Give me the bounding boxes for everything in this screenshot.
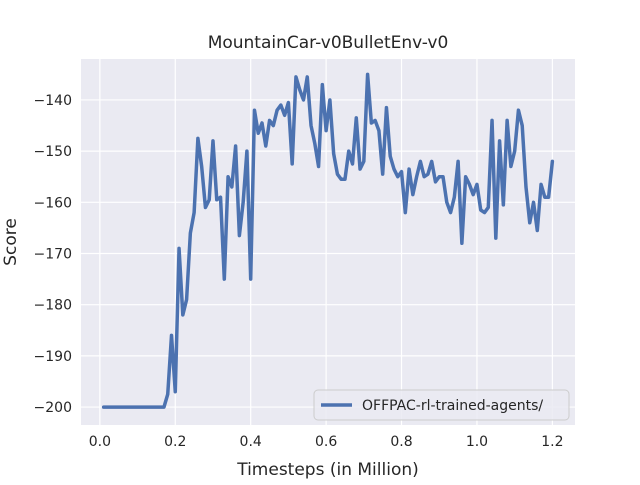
x-tick-label: 1.2 xyxy=(541,434,563,450)
y-tick-label: −160 xyxy=(34,195,72,211)
y-axis-label: Score xyxy=(1,218,21,266)
x-tick-label: 0.2 xyxy=(164,434,186,450)
series-line xyxy=(101,72,555,409)
x-axis-label: Timesteps (in Million) xyxy=(236,460,419,480)
legend-label: OFFPAC-rl-trained-agents/ xyxy=(362,398,543,414)
chart-title: MountainCar-v0BulletEnv-v0 xyxy=(208,33,449,53)
y-tick-label: −180 xyxy=(34,298,72,314)
legend: OFFPAC-rl-trained-agents/ xyxy=(313,389,570,421)
y-tick-label: −150 xyxy=(34,144,72,160)
y-tick-label: −190 xyxy=(34,349,72,365)
x-tick-label: 0.4 xyxy=(240,434,262,450)
x-tick-label: 0.0 xyxy=(89,434,111,450)
y-tick-label: −200 xyxy=(34,400,72,416)
y-tick-label: −140 xyxy=(34,93,72,109)
series-layer xyxy=(101,72,555,409)
x-tick-label: 0.6 xyxy=(315,434,337,450)
x-tick-label: 0.8 xyxy=(390,434,412,450)
y-tick-label: −170 xyxy=(34,247,72,263)
x-tick-label: 1.0 xyxy=(466,434,488,450)
legend-box xyxy=(313,389,570,421)
tick-labels: 0.0 0.2 0.4 0.6 0.8 1.0 1.2 −200 −190 −180 −170 −16… xyxy=(34,93,564,450)
